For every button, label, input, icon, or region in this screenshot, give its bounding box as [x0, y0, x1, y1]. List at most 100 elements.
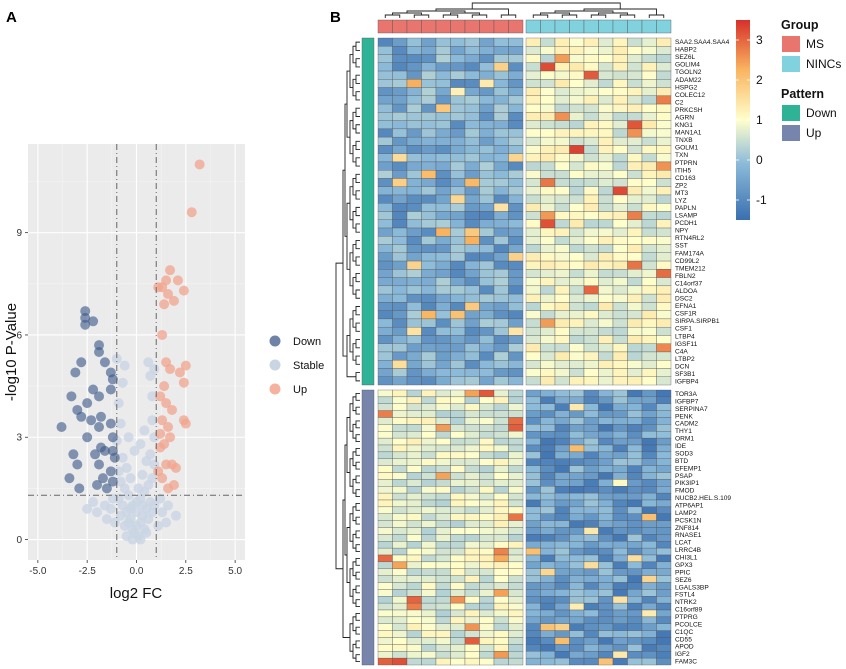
heatmap-cell	[406, 227, 422, 237]
point-stable	[163, 500, 174, 511]
heatmap-cell	[435, 437, 451, 446]
heatmap-cell	[598, 252, 614, 262]
heatmap-cell	[656, 630, 672, 638]
heatmap-cell	[406, 403, 422, 411]
group-cell-ms	[406, 19, 422, 34]
heatmap-cell	[656, 424, 672, 432]
heatmap-cell	[464, 244, 480, 253]
heatmap-cell	[392, 326, 408, 336]
heatmap-cell	[508, 310, 524, 320]
heatmap-cell	[392, 479, 408, 487]
point-up	[167, 404, 178, 415]
heatmap-cell	[656, 112, 672, 121]
heatmap-cell	[406, 37, 422, 47]
heatmap-cell	[540, 630, 556, 638]
heatmap-cell	[598, 293, 614, 303]
heatmap-cell	[435, 396, 451, 404]
heatmap-cell	[392, 444, 408, 453]
heatmap-cell	[612, 170, 628, 179]
gene-label-down: C2	[675, 99, 684, 106]
row-dendrogram-branch	[355, 140, 360, 150]
heatmap-cell	[421, 219, 437, 229]
heatmap-cell	[540, 513, 556, 521]
heatmap-cell	[464, 376, 480, 386]
heatmap-cell	[627, 609, 643, 618]
heatmap-cell	[464, 368, 480, 377]
heatmap-cell	[627, 513, 643, 521]
heatmap-cell	[627, 541, 643, 549]
heatmap-cell	[392, 37, 408, 47]
heatmap-cell	[508, 368, 524, 377]
heatmap-cell	[554, 211, 570, 220]
heatmap-cell	[612, 424, 628, 432]
heatmap-cell	[627, 62, 643, 72]
heatmap-cell	[554, 410, 570, 418]
heatmap-cell	[656, 260, 672, 270]
heatmap-cell	[450, 360, 466, 369]
heatmap-cell	[392, 520, 408, 528]
heatmap-cell	[540, 186, 556, 196]
heatmap-cell	[569, 472, 585, 480]
heatmap-cell	[508, 178, 524, 187]
heatmap-cell	[377, 145, 393, 154]
heatmap-cell	[377, 227, 393, 237]
heatmap-cell	[435, 444, 451, 453]
heatmap-cell	[627, 335, 643, 344]
heatmap-cell	[464, 227, 480, 237]
heatmap-cell	[508, 623, 524, 631]
heatmap-cell	[656, 602, 672, 611]
heatmap-cell	[421, 285, 437, 295]
heatmap-cell	[598, 285, 614, 295]
heatmap-cell	[464, 219, 480, 229]
heatmap-cell	[583, 70, 599, 80]
heatmap-cell	[525, 486, 541, 494]
heatmap-cell	[435, 219, 451, 229]
heatmap-cell	[392, 575, 408, 583]
heatmap-cell	[479, 630, 495, 638]
heatmap-cell	[392, 368, 408, 377]
heatmap-cell	[569, 95, 585, 105]
heatmap-cell	[583, 547, 599, 556]
heatmap-cell	[392, 194, 408, 204]
heatmap-cell	[598, 244, 614, 253]
heatmap-cell	[421, 541, 437, 549]
heatmap-cell	[508, 186, 524, 196]
heatmap-cell	[392, 609, 408, 618]
heatmap-cell	[464, 112, 480, 121]
heatmap-cell	[406, 277, 422, 287]
heatmap-cell	[464, 269, 480, 278]
heatmap-cell	[525, 499, 541, 508]
heatmap-cell	[525, 153, 541, 163]
heatmap-cell	[569, 343, 585, 353]
heatmap-cell	[612, 458, 628, 466]
heatmap-cell	[525, 87, 541, 97]
gene-label-down: LTBP2	[675, 356, 695, 363]
heatmap-cell	[525, 128, 541, 138]
heatmap-cell	[583, 252, 599, 262]
heatmap-cell	[493, 547, 509, 556]
heatmap-cell	[583, 561, 599, 569]
heatmap-cell	[598, 62, 614, 72]
heatmap-cell	[554, 285, 570, 295]
heatmap-cell	[421, 62, 437, 72]
heatmap-cell	[627, 403, 643, 411]
heatmap-cell	[656, 293, 672, 303]
heatmap-cell	[479, 326, 495, 336]
column-dendrogram-branch	[442, 14, 459, 18]
heatmap-cell	[540, 211, 556, 220]
heatmap-cell	[641, 186, 657, 196]
gene-label-down: CD99L2	[675, 258, 700, 265]
heatmap-cell	[627, 178, 643, 187]
heatmap-cell	[641, 95, 657, 105]
heatmap-cell	[569, 499, 585, 508]
heatmap-cell	[464, 128, 480, 138]
heatmap-cell	[450, 136, 466, 146]
heatmap-cell	[641, 520, 657, 528]
heatmap-cell	[569, 479, 585, 487]
heatmap-cell	[493, 424, 509, 432]
heatmap-cell	[598, 541, 614, 549]
heatmap-cell	[435, 403, 451, 411]
heatmap-cell	[569, 389, 585, 398]
heatmap-cell	[464, 513, 480, 521]
heatmap-cell	[479, 79, 495, 88]
